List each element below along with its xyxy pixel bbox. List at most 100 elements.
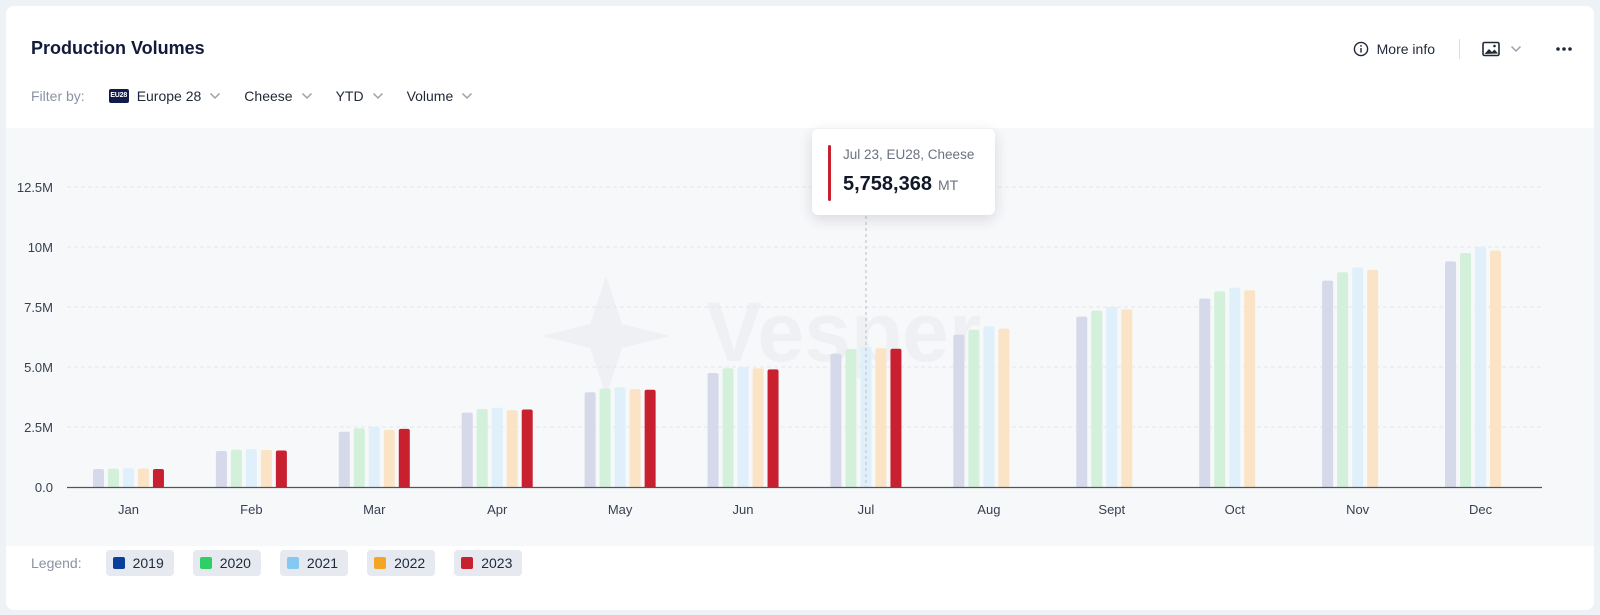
region-filter[interactable]: EU28 Europe 28: [108, 88, 222, 104]
bar-2022-may: [629, 389, 641, 487]
chevron-down-icon: [301, 92, 312, 100]
legend-item-2020[interactable]: 2020: [192, 550, 261, 576]
bar-2021-apr: [491, 407, 503, 487]
bar-2019-sept: [1076, 316, 1088, 487]
watermark: Vesper: [706, 285, 982, 379]
legend-swatch: [112, 557, 125, 569]
bar-2019-jan: [92, 469, 104, 487]
bar-2019-jun: [707, 373, 719, 487]
bar-2021-jun: [737, 367, 749, 487]
product-filter-label: Cheese: [244, 88, 293, 104]
bar-2022-dec: [1490, 250, 1502, 487]
bar-2020-jul: [845, 349, 857, 487]
bar-2020-apr: [476, 409, 488, 487]
bar-2020-dec: [1460, 253, 1472, 487]
tooltip-unit: MT: [937, 177, 959, 193]
image-icon: [1482, 41, 1500, 57]
bar-chart: Vesper 0.0 2.5M 5.0M 7.5M 10M 12.5M Jan Feb Mar Ap…: [17, 180, 1542, 517]
x-tick-label: Aug: [977, 502, 1000, 517]
tooltip-header: Jul 23, EU28, Cheese: [843, 147, 975, 162]
legend-item-label: 2020: [219, 555, 251, 571]
more-info-label: More info: [1376, 41, 1435, 57]
bar-2021-sept: [1106, 307, 1118, 487]
legend-item-label: 2019: [132, 555, 164, 571]
bar-2019-apr: [461, 412, 473, 487]
bar-2020-feb: [230, 449, 242, 487]
x-tick-label: May: [608, 502, 633, 517]
chart-tooltip: Jul 23, EU28, Cheese 5,758,368 MT: [812, 129, 995, 215]
period-filter-label: YTD: [335, 88, 364, 104]
bar-2022-apr: [506, 410, 518, 487]
legend-item-2022[interactable]: 2022: [367, 550, 436, 576]
metric-filter-label: Volume: [406, 88, 454, 104]
bar-2020-oct: [1214, 291, 1226, 487]
legend-label: Legend:: [31, 555, 82, 571]
bar-2020-sept: [1091, 310, 1103, 487]
bar-2019-dec: [1445, 261, 1457, 487]
bar-2022-mar: [383, 429, 395, 487]
more-info-button[interactable]: More info: [1353, 41, 1435, 57]
bar-2019-feb: [215, 451, 227, 487]
bar-2022-aug: [998, 328, 1010, 487]
chevron-down-icon: [372, 92, 383, 100]
bar-2020-jun: [722, 368, 734, 487]
legend-swatch: [461, 557, 474, 569]
legend-item-2021[interactable]: 2021: [279, 550, 349, 576]
bar-2023-apr: [521, 409, 533, 487]
info-icon: [1353, 41, 1368, 57]
x-tick-label: Oct: [1225, 502, 1246, 517]
tooltip-value: 5,758,368: [843, 173, 932, 195]
bar-2022-oct: [1244, 290, 1256, 487]
ellipsis-icon: [1556, 47, 1572, 51]
period-filter[interactable]: YTD: [336, 88, 384, 104]
legend-item-label: 2023: [481, 555, 513, 571]
legend-item-2023[interactable]: 2023: [454, 550, 523, 576]
bar-2020-nov: [1337, 272, 1349, 487]
bar-2019-aug: [953, 334, 965, 487]
tooltip-accent: [828, 145, 831, 201]
watermark-logo: [542, 276, 670, 396]
bar-2022-jun: [752, 368, 764, 487]
product-filter[interactable]: Cheese: [244, 88, 312, 104]
bar-2020-may: [599, 388, 611, 487]
export-image-dropdown[interactable]: [1482, 41, 1522, 57]
bar-2022-sept: [1121, 309, 1133, 487]
bar-2022-jan: [137, 468, 149, 487]
y-tick-label: 0.0: [35, 480, 53, 495]
filter-label: Filter by:: [31, 88, 85, 104]
x-tick-label: Jun: [733, 502, 754, 517]
chevron-down-icon: [210, 92, 221, 100]
x-tick-label: Jan: [118, 502, 139, 517]
bar-2023-feb: [275, 450, 287, 487]
bar-2021-mar: [368, 427, 380, 487]
bar-2023-may: [644, 389, 656, 487]
x-tick-label: Dec: [1469, 502, 1493, 517]
bar-2022-feb: [260, 450, 272, 487]
chevron-down-icon: [1510, 45, 1522, 53]
more-options-button[interactable]: [1556, 47, 1572, 51]
bar-2019-jul: [830, 353, 842, 487]
bar-2021-feb: [245, 449, 257, 487]
metric-filter[interactable]: Volume: [407, 88, 474, 104]
bar-2021-dec: [1475, 247, 1487, 487]
bar-2023-jul: [890, 348, 902, 487]
bar-2020-aug: [968, 329, 980, 487]
x-tick-label: Feb: [240, 502, 262, 517]
bar-2020-mar: [353, 428, 365, 487]
bar-2019-nov: [1322, 280, 1334, 487]
x-tick-label: Sept: [1098, 502, 1125, 517]
legend-item-label: 2021: [306, 555, 339, 571]
x-tick-label: Jul: [858, 502, 875, 517]
tooltip-value-row: 5,758,368 MT: [843, 173, 958, 196]
legend-swatch: [374, 557, 387, 569]
bar-2023-jun: [767, 369, 779, 487]
bar-2019-mar: [338, 431, 350, 487]
bar-2022-jul: [875, 348, 887, 487]
filter-bar: Filter by: EU28 Europe 28 Cheese YTD Vol…: [31, 86, 496, 106]
legend-item-label: 2022: [394, 555, 426, 571]
legend-item-2019[interactable]: 2019: [105, 550, 174, 576]
bar-2023-jan: [152, 469, 164, 487]
bar-2023-mar: [398, 428, 410, 487]
bar-2021-may: [614, 387, 626, 487]
region-flag: EU28: [108, 89, 129, 103]
